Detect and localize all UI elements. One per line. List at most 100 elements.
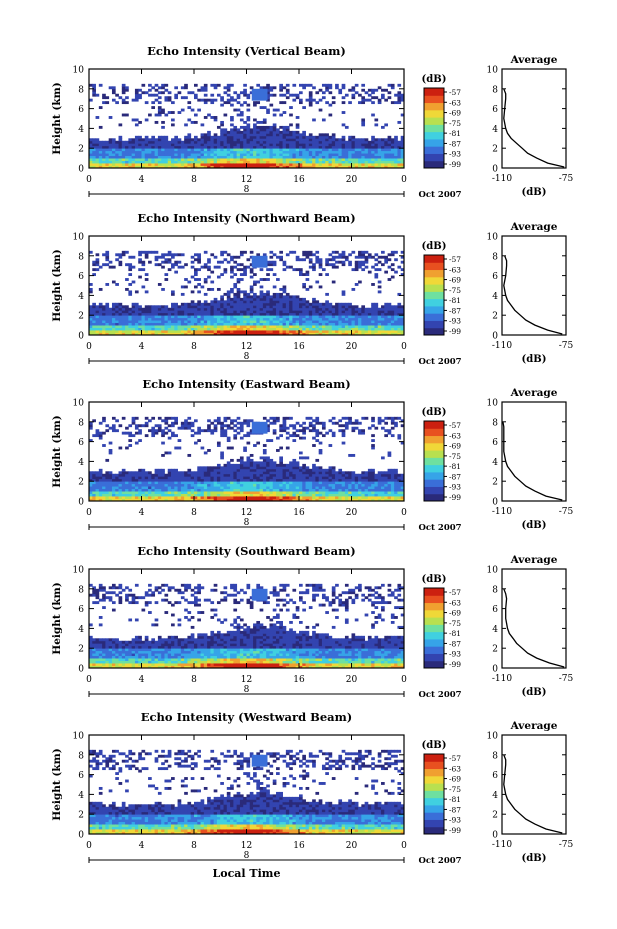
heatmap-cell xyxy=(321,268,326,272)
heatmap-cell xyxy=(125,493,129,497)
heatmap-cell xyxy=(226,436,231,440)
heatmap-cell xyxy=(341,476,346,480)
heatmap-cell xyxy=(338,325,343,328)
heatmap-cell xyxy=(328,498,333,502)
heatmap-cell xyxy=(295,135,300,139)
heatmap-cell xyxy=(318,471,323,475)
heatmap-cell xyxy=(171,165,175,169)
heatmap-cell xyxy=(151,486,156,490)
heatmap-cell xyxy=(361,148,366,152)
heatmap-cell xyxy=(243,128,247,132)
heatmap-cell xyxy=(108,498,113,502)
heatmap-cell xyxy=(161,478,165,482)
heatmap-cell xyxy=(180,163,185,166)
heatmap-cell xyxy=(220,307,224,311)
heatmap-cell xyxy=(361,310,366,314)
heatmap-cell xyxy=(318,481,323,485)
heatmap-cell xyxy=(253,302,257,306)
heatmap-cell xyxy=(190,307,195,311)
heatmap-cell xyxy=(364,158,369,161)
heatmap-cell xyxy=(171,424,175,428)
heatmap-cell xyxy=(328,302,333,306)
heatmap-cell xyxy=(213,305,218,309)
heatmap-cell xyxy=(371,96,375,100)
heatmap-cell xyxy=(200,491,205,494)
heatmap-cell xyxy=(236,108,241,112)
heatmap-cell xyxy=(216,468,221,472)
heatmap-cell xyxy=(184,476,188,480)
heatmap-cell xyxy=(151,322,156,326)
heatmap-cell xyxy=(144,488,149,492)
heatmap-cell xyxy=(190,491,195,494)
heatmap-cell xyxy=(387,330,392,333)
heatmap-cell xyxy=(216,310,221,314)
heatmap-cell xyxy=(207,322,211,326)
heatmap-cell xyxy=(220,302,224,306)
heatmap-cell xyxy=(285,150,290,154)
heatmap-cell xyxy=(341,250,346,254)
heatmap-cell xyxy=(295,488,300,492)
heatmap-cell xyxy=(253,325,257,328)
heatmap-cell xyxy=(180,330,185,333)
heatmap-cell xyxy=(233,155,238,159)
heatmap-cell xyxy=(230,476,234,480)
heatmap-cell xyxy=(223,483,228,487)
heatmap-cell xyxy=(138,260,142,264)
heatmap-cell xyxy=(233,468,238,472)
heatmap-cell xyxy=(348,158,352,161)
heatmap-cell xyxy=(272,461,277,465)
heatmap-cell xyxy=(157,429,162,433)
heatmap-cell xyxy=(207,160,211,164)
heatmap-cell xyxy=(111,310,116,314)
heatmap-cell xyxy=(184,135,188,139)
heatmap-cell xyxy=(187,488,192,492)
heatmap-cell xyxy=(184,263,188,267)
heatmap-cell xyxy=(187,317,192,321)
heatmap-cell xyxy=(98,315,103,319)
heatmap-cell xyxy=(95,315,100,319)
heatmap-cell xyxy=(184,86,188,90)
heatmap-cell xyxy=(295,481,300,485)
heatmap-cell xyxy=(121,86,126,90)
heatmap-cell xyxy=(308,322,313,326)
heatmap-cell xyxy=(272,113,277,117)
heatmap-cell xyxy=(98,310,103,314)
heatmap-cell xyxy=(400,143,405,147)
heatmap-cell xyxy=(174,253,178,257)
heatmap-cell xyxy=(190,330,195,333)
heatmap-cell xyxy=(226,290,231,294)
heatmap-cell xyxy=(351,165,356,169)
heatmap-cell xyxy=(200,163,205,166)
heatmap-cell xyxy=(397,330,402,333)
heatmap-cell xyxy=(292,488,297,492)
heatmap-cell xyxy=(358,153,362,157)
heatmap-cell xyxy=(361,250,366,254)
heatmap-cell xyxy=(89,287,93,291)
heatmap-cell xyxy=(328,253,333,257)
heatmap-cell xyxy=(341,332,346,336)
heatmap-cell xyxy=(236,320,241,324)
heatmap-cell xyxy=(233,300,238,304)
heatmap-cell xyxy=(134,148,139,152)
heatmap-cell xyxy=(184,302,188,306)
heatmap-cell xyxy=(131,471,136,475)
heatmap-cell xyxy=(285,130,290,134)
colorbar-tick-label: -57 xyxy=(449,88,461,97)
heatmap-cell xyxy=(216,325,221,328)
heatmap-cell xyxy=(384,320,388,324)
heatmap-cell xyxy=(374,275,379,279)
heatmap-cell xyxy=(318,332,323,336)
heatmap-cell xyxy=(318,478,323,482)
heatmap-cell xyxy=(249,453,254,457)
heatmap-cell xyxy=(210,320,215,324)
heatmap-cell xyxy=(279,101,283,105)
heatmap-cell xyxy=(295,160,300,164)
heatmap-cell xyxy=(128,330,133,333)
heatmap-cell xyxy=(144,255,149,259)
heatmap-cell xyxy=(184,315,188,319)
heatmap-cell xyxy=(230,496,234,499)
heatmap-cell xyxy=(184,493,188,497)
heatmap-cell xyxy=(361,163,366,166)
heatmap-cell xyxy=(276,153,280,157)
heatmap-cell xyxy=(374,145,379,149)
